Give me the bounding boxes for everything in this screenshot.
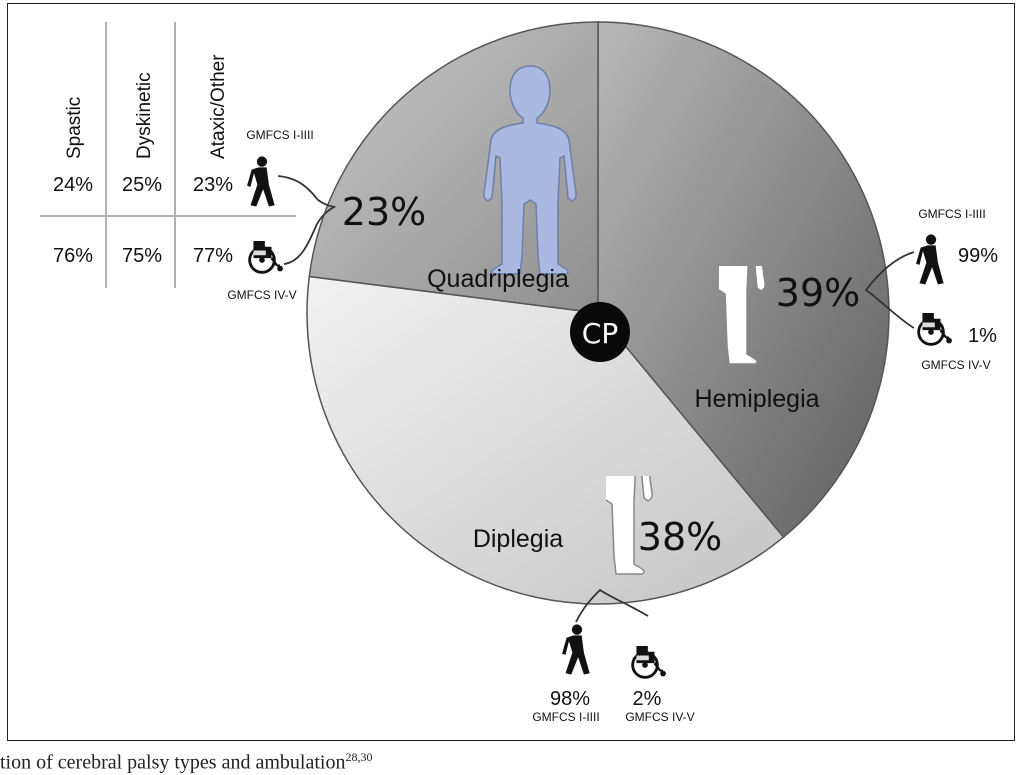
hemi-gmfcs-chair-class: GMFCS IV-V <box>921 358 990 372</box>
dip-wheelchair-icon <box>631 644 668 679</box>
diplegia-label: Diplegia <box>473 525 563 553</box>
table-cell: 76% <box>53 245 93 267</box>
hemi-gmfcs-walk-value: 99% <box>958 245 998 267</box>
caption-text: tion of cerebral palsy types and ambulat… <box>0 751 346 774</box>
center-cp-badge <box>570 302 630 362</box>
center-cp-label: CP <box>582 317 618 350</box>
quad-brace <box>277 175 337 265</box>
table-col-ataxic-other: Ataxic/Other <box>208 54 229 159</box>
quadriplegia-label: Quadriplegia <box>427 265 569 293</box>
hemiplegia-label: Hemiplegia <box>694 385 819 413</box>
hemi-gmfcs-chair-value: 1% <box>968 325 997 347</box>
table-cell: 75% <box>122 245 162 267</box>
hemi-walker-icon <box>916 234 944 285</box>
dip-gmfcs-chair-class: GMFCS IV-V <box>625 710 694 724</box>
caption-refs: 28,30 <box>345 750 373 764</box>
table-cell: 23% <box>193 174 233 196</box>
dip-walker-icon <box>562 624 590 675</box>
table-col-spastic: Spastic <box>64 97 85 159</box>
quad-gmfcs-chair-class: GMFCS IV-V <box>227 288 296 302</box>
quadriplegia-percent: 23% <box>342 190 426 234</box>
table-col-dyskinetic: Dyskinetic <box>134 72 155 159</box>
table-cell: 24% <box>53 174 93 196</box>
diplegia-brace <box>575 588 649 623</box>
hemi-gmfcs-walk-class: GMFCS I-IIII <box>918 207 985 221</box>
quad-type-table: Spastic Dyskinetic Ataxic/Other 24% 25% … <box>40 22 296 288</box>
diplegia-percent: 38% <box>638 515 722 559</box>
hemi-wheelchair-icon <box>917 311 954 346</box>
figure-caption: tion of cerebral palsy types and ambulat… <box>0 750 372 775</box>
table-cell: 77% <box>193 245 233 267</box>
slice-diplegia <box>306 275 785 605</box>
dip-gmfcs-walk-class: GMFCS I-IIII <box>532 710 599 724</box>
dip-gmfcs-chair-value: 2% <box>633 688 662 710</box>
quad-gmfcs-walk-class: GMFCS I-IIII <box>246 128 313 142</box>
hemi-brace <box>864 251 915 329</box>
hemiplegia-percent: 39% <box>776 271 860 315</box>
quad-wheelchair-icon <box>248 239 285 274</box>
dip-gmfcs-walk-value: 98% <box>550 688 590 710</box>
quad-walker-icon <box>247 156 275 207</box>
table-cell: 25% <box>122 174 162 196</box>
